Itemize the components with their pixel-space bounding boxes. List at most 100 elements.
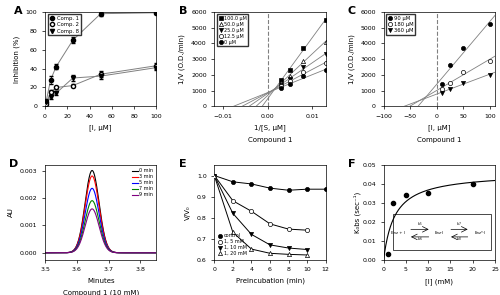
Comp. 2 — [98, 73, 103, 76]
5 min — [126, 251, 132, 255]
0 min — [92, 178, 98, 182]
Legend: control, 1, 5 mM, 1, 10 mM, 1, 20 mM: control, 1, 5 mM, 1, 10 mM, 1, 20 mM — [216, 232, 248, 257]
0 min — [89, 169, 95, 172]
Text: $k_5$: $k_5$ — [417, 221, 423, 228]
3 min — [62, 251, 68, 255]
0 min — [154, 251, 160, 255]
360 μM — [447, 87, 453, 91]
Text: $k_7$: $k_7$ — [456, 221, 462, 228]
100.0 μM — [300, 46, 306, 50]
Line: 0 min: 0 min — [45, 171, 156, 253]
5 min — [89, 186, 95, 190]
0 min — [108, 249, 114, 252]
Legend: 0 min, 3 min, 5 min, 7 min, 9 min: 0 min, 3 min, 5 min, 7 min, 9 min — [130, 168, 154, 198]
100.0 μM — [278, 78, 284, 81]
Y-axis label: 1/V (O.D./min): 1/V (O.D./min) — [348, 34, 355, 84]
Text: Compound 1: Compound 1 — [417, 137, 462, 143]
9 min — [126, 251, 132, 255]
Line: Comp. 8: Comp. 8 — [44, 65, 158, 104]
Line: 100.0 μM: 100.0 μM — [279, 18, 328, 82]
1, 5 mM — [267, 222, 273, 226]
Line: 180 μM: 180 μM — [440, 59, 492, 91]
7 min — [89, 199, 95, 202]
5 min — [42, 251, 48, 255]
control — [212, 174, 218, 177]
90 μM — [486, 23, 492, 26]
0 min — [70, 248, 76, 252]
Text: F: F — [348, 159, 356, 169]
Y-axis label: K₀bs (sec⁻¹): K₀bs (sec⁻¹) — [354, 192, 361, 233]
Comp. 2 — [154, 64, 160, 68]
50.0 μM — [322, 40, 328, 44]
Text: C: C — [348, 6, 356, 16]
360 μM — [486, 73, 492, 77]
Text: B: B — [178, 6, 187, 16]
3 min — [92, 183, 98, 187]
5 min — [116, 251, 122, 255]
Line: Comp. 2: Comp. 2 — [44, 64, 158, 106]
Comp. 1 — [154, 11, 160, 14]
Text: $k_6$: $k_6$ — [417, 236, 423, 243]
Line: 12.5 μM: 12.5 μM — [279, 61, 328, 88]
Comp. 8 — [70, 76, 76, 80]
control — [286, 189, 292, 192]
Text: Enz·I: Enz·I — [434, 231, 444, 235]
Comp. 2 — [43, 102, 49, 105]
0 min — [62, 251, 68, 255]
90 μM — [439, 82, 445, 85]
3 min — [154, 251, 160, 255]
7 min — [126, 251, 132, 255]
360 μM — [460, 81, 466, 84]
180 μM — [447, 81, 453, 84]
5 min — [154, 251, 160, 255]
0 μM — [287, 82, 293, 86]
X-axis label: [I] (mM): [I] (mM) — [426, 278, 454, 285]
Text: Compound 1: Compound 1 — [248, 137, 292, 143]
Line: Comp. 1: Comp. 1 — [44, 11, 158, 104]
1, 10 mM — [304, 248, 310, 251]
180 μM — [460, 70, 466, 73]
360 μM — [439, 91, 445, 95]
1, 10 mM — [230, 212, 236, 215]
X-axis label: 1/[S, μM]: 1/[S, μM] — [254, 124, 286, 131]
0 μM — [300, 75, 306, 78]
Line: control: control — [212, 173, 328, 192]
Comp. 8 — [98, 74, 103, 78]
Legend: Comp. 1, Comp. 2, Comp. 8: Comp. 1, Comp. 2, Comp. 8 — [48, 14, 80, 35]
9 min — [89, 207, 95, 211]
1, 20 mM — [304, 253, 310, 257]
Y-axis label: AU: AU — [8, 207, 14, 217]
Legend: 100.0 μM, 50.0 μM, 25.0 μM, 12.5 μM, 0 μM: 100.0 μM, 50.0 μM, 25.0 μM, 12.5 μM, 0 μ… — [216, 14, 248, 46]
90 μM — [460, 46, 466, 50]
Line: 360 μM: 360 μM — [440, 73, 492, 95]
50.0 μM — [278, 81, 284, 84]
12.5 μM — [287, 80, 293, 83]
25.0 μM — [287, 77, 293, 81]
3 min — [108, 249, 114, 252]
Text: Enz*·I: Enz*·I — [475, 231, 486, 235]
1, 5 mM — [248, 209, 254, 213]
180 μM — [439, 87, 445, 91]
Text: A: A — [14, 6, 22, 16]
0 μM — [322, 68, 328, 72]
Line: 0 μM: 0 μM — [279, 68, 328, 90]
1, 20 mM — [248, 247, 254, 251]
1, 5 mM — [286, 227, 292, 231]
7 min — [62, 251, 68, 255]
7 min — [42, 251, 48, 255]
1, 5 mM — [212, 174, 218, 177]
Text: $k_8$: $k_8$ — [456, 236, 462, 243]
control — [248, 182, 254, 186]
Comp. 1 — [70, 38, 76, 42]
control — [230, 180, 236, 183]
3 min — [126, 251, 132, 255]
7 min — [70, 249, 76, 253]
1, 10 mM — [248, 233, 254, 236]
Text: D: D — [10, 159, 18, 169]
25.0 μM — [300, 65, 306, 69]
Text: E: E — [178, 159, 186, 169]
Line: 50.0 μM: 50.0 μM — [279, 40, 328, 85]
9 min — [42, 251, 48, 255]
1, 10 mM — [286, 246, 292, 250]
5 min — [70, 249, 76, 253]
